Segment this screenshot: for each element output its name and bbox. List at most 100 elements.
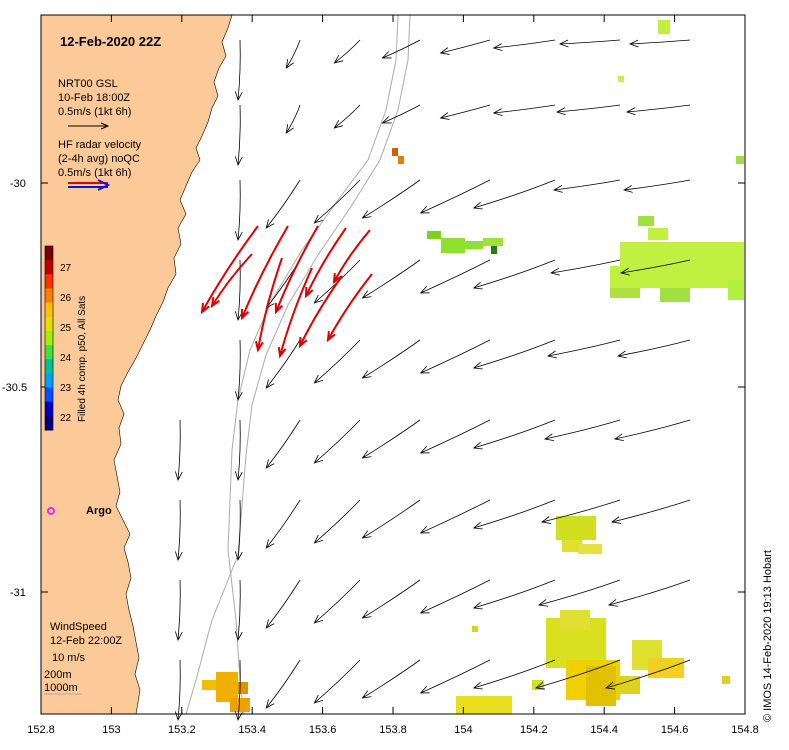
colorbar-segment [45, 373, 53, 389]
radar-current-arrow [257, 257, 283, 351]
radar-current-arrow [201, 225, 259, 313]
sst-pixel-patch [658, 20, 670, 34]
model-current-arrow [177, 659, 181, 721]
model-current-arrow [265, 179, 301, 229]
model-current-arrow [473, 499, 556, 529]
model-current-arrow-head [558, 39, 569, 48]
sst-pixel-patch [660, 288, 690, 302]
model-current-arrow-head [608, 599, 618, 607]
model-current-arrow-head [622, 185, 633, 193]
wind-legend-line3: 10 m/s [52, 652, 86, 664]
model-current-arrow [237, 259, 241, 321]
radar-current-arrow [305, 227, 347, 297]
colorbar-segment [45, 288, 53, 304]
model-current-arrow-head [472, 601, 483, 610]
model-current-arrow [177, 579, 181, 641]
sst-pixel-patch [465, 241, 483, 249]
sst-pixel-patch [638, 216, 654, 226]
sst-pixel-patch [562, 540, 582, 552]
radar-current-arrow-head [277, 346, 287, 359]
model-current-arrow [265, 419, 301, 469]
model-current-arrow [553, 179, 621, 191]
model-current-arrow-head [419, 446, 430, 454]
model-current-arrow-head [313, 534, 324, 544]
contour-200m [227, 14, 399, 715]
model-current-arrow-head [234, 91, 243, 102]
model-current-arrow [237, 419, 241, 481]
sst-pixel-patch [722, 676, 730, 684]
radar-current-arrow [275, 225, 319, 313]
model-current-arrow [314, 179, 361, 224]
model-current-arrow-head [555, 107, 566, 116]
model-current-arrow [493, 104, 556, 114]
y-tick-label: -30 [10, 178, 26, 190]
colorbar-frame [44, 245, 54, 431]
model-current-arrow-head [541, 516, 551, 524]
x-tick-label: 154 [454, 724, 473, 736]
model-current-arrow [623, 179, 691, 191]
model-current-arrow [535, 659, 621, 689]
y-tick-label: -31 [10, 587, 26, 599]
model-current-arrow-head [381, 116, 392, 124]
model-current-arrow-head [313, 374, 324, 384]
colorbar-segment [45, 359, 53, 374]
sst-pixel-patch [728, 280, 744, 300]
radar-current-arrow-head [298, 336, 308, 349]
sst-pixel-patch [230, 698, 250, 712]
model-current-arrow-head [234, 156, 243, 167]
colorbar-tick: 22 [60, 413, 72, 424]
sst-pixel-patch [532, 680, 544, 690]
model-current-arrow-head [472, 361, 483, 370]
wind-legend-line1: WindSpeed [50, 621, 107, 633]
model-current-arrow-head [538, 599, 548, 607]
model-current-arrow-head [174, 551, 183, 562]
x-tick-label: 153.6 [308, 724, 337, 736]
colorbar-segment [45, 260, 53, 275]
colorbar-tick: 27 [60, 263, 72, 274]
model-current-arrow [550, 259, 621, 274]
model-current-arrow [265, 339, 301, 389]
model-current-arrow [544, 419, 621, 440]
sst-pixel-patch [392, 148, 398, 156]
model-current-arrow-head [419, 686, 430, 694]
model-current-arrow [626, 104, 691, 113]
model-current-arrow [541, 499, 621, 523]
radar-current-vectors [200, 225, 373, 359]
model-current-arrow [362, 579, 421, 619]
x-tick-label: 154.2 [520, 724, 548, 736]
model-current-arrow-head [174, 471, 183, 482]
model-current-arrow [362, 659, 421, 699]
sst-pixel-patch [202, 680, 216, 690]
sst-pixel-patch [491, 246, 497, 254]
model-current-arrow [237, 659, 241, 721]
radar-current-arrow [241, 225, 289, 319]
sst-pixel-patch [398, 156, 404, 164]
model-current-arrow [556, 104, 621, 113]
model-current-arrow [314, 579, 361, 624]
model-current-arrow [314, 659, 361, 704]
radar-current-arrow-head [240, 308, 250, 321]
contour-1000m [185, 14, 411, 715]
land-coastline [40, 14, 233, 715]
model-current-arrow-head [234, 231, 243, 242]
colorbar-tick: 24 [60, 353, 72, 364]
model-current-arrow-head [265, 459, 275, 469]
model-current-arrow [614, 419, 691, 440]
model-current-arrow-head [234, 391, 243, 402]
model-current-arrow [382, 104, 421, 124]
radar-current-arrow-head [274, 302, 284, 315]
model-current-arrow [420, 259, 491, 294]
model-current-arrow [620, 259, 691, 274]
model-scale-arrow [68, 122, 110, 130]
model-current-arrow-head [616, 350, 627, 359]
model-current-arrow [237, 39, 241, 101]
radar-current-arrow-head [210, 296, 220, 309]
model-current-arrow [420, 179, 491, 214]
model-current-arrow-head [361, 290, 372, 299]
model-current-arrow [473, 419, 556, 449]
y-tick-label: -30.5 [2, 382, 28, 394]
model-current-arrow-head [439, 47, 450, 55]
x-tick-label: 154.8 [731, 724, 759, 736]
x-tick-label: 153.2 [168, 724, 196, 736]
